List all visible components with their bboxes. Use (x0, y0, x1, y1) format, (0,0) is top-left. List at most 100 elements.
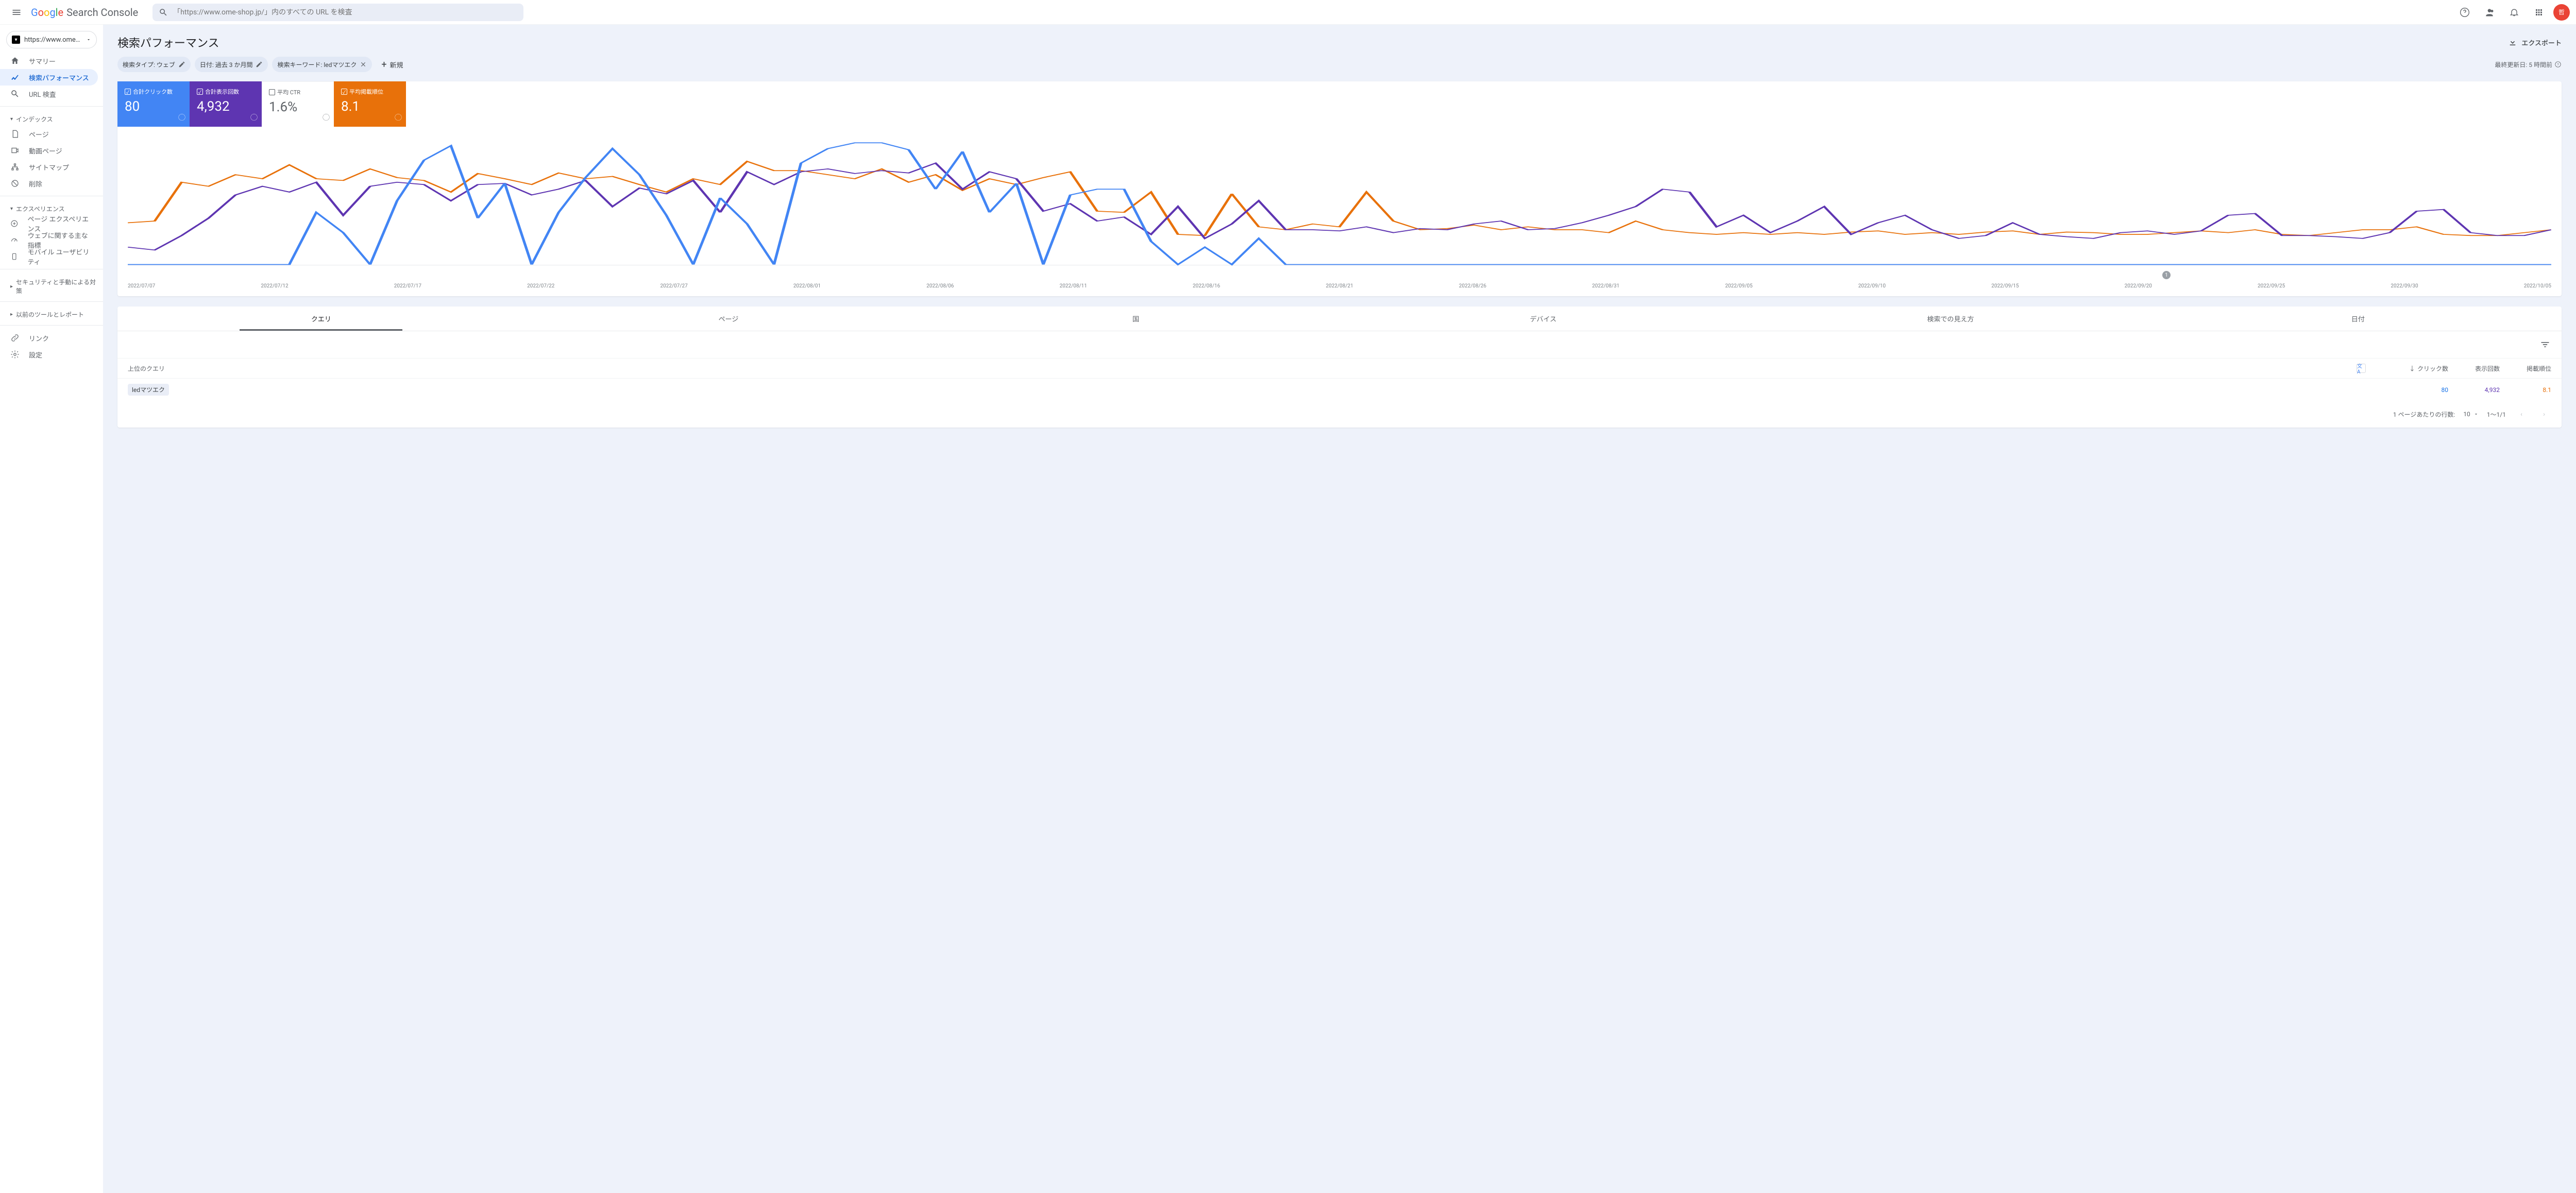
nav-links[interactable]: リンク (0, 330, 98, 346)
add-filter-button[interactable]: +新規 (376, 59, 408, 70)
svg-text:?: ? (2557, 62, 2558, 66)
menu-icon (11, 7, 22, 18)
section-experience[interactable]: ▾エクスペリエンス (0, 200, 103, 215)
col-header-query[interactable]: 上位のクエリ (128, 364, 2357, 373)
tab-date[interactable]: 日付 (2154, 306, 2562, 331)
nav-settings[interactable]: 設定 (0, 346, 98, 363)
tab-page[interactable]: ページ (525, 306, 933, 331)
help-small-icon[interactable]: ? (2554, 61, 2562, 68)
x-axis-label: 2022/09/05 (1725, 283, 1753, 289)
x-axis-label: 2022/09/10 (1858, 283, 1886, 289)
chevron-down-icon (2473, 412, 2479, 417)
chart-info-marker[interactable]: 1 (2162, 271, 2171, 280)
performance-chart: 1 (117, 127, 2562, 281)
url-inspect-search[interactable] (152, 4, 523, 21)
hamburger-menu-button[interactable] (6, 2, 27, 23)
checkbox-icon (341, 89, 347, 95)
logo-google-text: Google (31, 6, 63, 19)
metric-impressions[interactable]: 合計表示回数 4,932 ◯ (190, 81, 262, 127)
nav-pages[interactable]: ページ (0, 126, 98, 142)
nav-mobile-usability[interactable]: モバイル ユーザビリティ (0, 248, 98, 265)
notifications-button[interactable] (2504, 2, 2524, 23)
dimension-tabs: クエリページ国デバイス検索での見え方日付 (117, 306, 2562, 331)
rows-per-page-label: 1 ページあたりの行数: (2393, 410, 2455, 419)
pencil-icon (256, 61, 263, 68)
tab-query[interactable]: クエリ (117, 306, 525, 331)
nav-sitemap[interactable]: サイトマップ (0, 159, 98, 175)
section-legacy[interactable]: ▸以前のツールとレポート (0, 306, 103, 321)
metric-clicks-value: 80 (125, 99, 182, 114)
magnify-icon (10, 89, 20, 98)
metric-toggles: 合計クリック数 80 ◯ 合計表示回数 4,932 ◯ 平均 CTR 1.6% … (117, 81, 2562, 127)
help-button[interactable] (2454, 2, 2475, 23)
metric-ctr[interactable]: 平均 CTR 1.6% ◯ (262, 81, 334, 127)
x-axis-label: 2022/08/26 (1459, 283, 1486, 289)
x-axis-label: 2022/08/11 (1060, 283, 1087, 289)
help-icon[interactable]: ◯ (250, 112, 258, 123)
section-security[interactable]: ▸セキュリティと手動による対策 (0, 274, 103, 297)
dimension-table-card: クエリページ国デバイス検索での見え方日付 上位のクエリ 文A ↓クリック数 表示… (117, 306, 2562, 428)
users-button[interactable] (2479, 2, 2500, 23)
close-icon[interactable] (360, 61, 367, 68)
property-selector[interactable]: ▾ https://www.ome-s... (6, 31, 97, 48)
filter-chip-search-type[interactable]: 検索タイプ: ウェブ (117, 57, 191, 72)
link-icon (10, 333, 20, 343)
next-page-button[interactable]: › (2537, 407, 2551, 421)
plus-circle-icon (10, 219, 19, 228)
property-favicon: ▾ (12, 36, 20, 44)
x-axis-label: 2022/09/20 (2125, 283, 2152, 289)
chart-svg (128, 137, 2551, 276)
performance-chart-card: 合計クリック数 80 ◯ 合計表示回数 4,932 ◯ 平均 CTR 1.6% … (117, 81, 2562, 296)
bell-icon (2509, 7, 2519, 18)
rows-per-page-select[interactable]: 10 (2463, 411, 2479, 418)
filter-chip-query[interactable]: 検索キーワード: ledマツエク (272, 57, 372, 72)
table-row[interactable]: ledマツエク804,9328.1 (117, 378, 2562, 401)
nav-page-experience[interactable]: ページ エクスペリエンス (0, 215, 98, 232)
nav-summary[interactable]: サマリー (0, 53, 98, 69)
nav-remove[interactable]: 削除 (0, 175, 98, 192)
last-update-text: 最終更新日: 5 時間前? (2495, 60, 2562, 69)
metric-position[interactable]: 平均掲載順位 8.1 ◯ (334, 81, 406, 127)
checkbox-icon (269, 89, 275, 95)
pagination: 1 ページあたりの行数: 10 1～1/1 ‹ › (117, 401, 2562, 428)
table-filter-button[interactable] (2537, 336, 2553, 353)
url-inspect-input[interactable] (173, 8, 517, 16)
avatar-text: 哲 (2558, 8, 2565, 16)
x-axis-label: 2022/09/30 (2391, 283, 2418, 289)
apps-button[interactable] (2529, 2, 2549, 23)
account-avatar[interactable]: 哲 (2553, 4, 2570, 21)
nav-video[interactable]: 動画ページ (0, 142, 98, 159)
logo[interactable]: Google Search Console (31, 6, 138, 19)
nav-core-web-vitals[interactable]: ウェブに関する主な指標 (0, 232, 98, 248)
x-axis-label: 2022/08/06 (926, 283, 954, 289)
col-header-clicks[interactable]: ↓クリック数 (2397, 364, 2448, 373)
x-axis-label: 2022/09/25 (2258, 283, 2285, 289)
help-icon[interactable]: ◯ (395, 112, 402, 123)
translate-icon[interactable]: 文A (2357, 364, 2366, 373)
tab-device[interactable]: デバイス (1340, 306, 1747, 331)
help-icon[interactable]: ◯ (178, 112, 185, 123)
filter-list-icon (2540, 339, 2550, 350)
filter-chip-date[interactable]: 日付: 過去 3 か月間 (195, 57, 268, 72)
metric-clicks[interactable]: 合計クリック数 80 ◯ (117, 81, 190, 127)
help-icon[interactable]: ◯ (323, 112, 330, 123)
x-axis-label: 2022/07/22 (527, 283, 554, 289)
prev-page-button[interactable]: ‹ (2514, 407, 2529, 421)
sitemap-icon (10, 162, 20, 172)
main-content: 検索パフォーマンス エクスポート 検索タイプ: ウェブ 日付: 過去 3 か月間… (103, 25, 2576, 1193)
col-header-impressions[interactable]: 表示回数 (2448, 364, 2500, 373)
apps-grid-icon (2534, 8, 2544, 17)
col-header-position[interactable]: 掲載順位 (2500, 364, 2551, 373)
nav-performance[interactable]: 検索パフォーマンス (0, 69, 98, 86)
nav-url-inspect[interactable]: URL 検査 (0, 86, 98, 102)
tab-appearance[interactable]: 検索での見え方 (1747, 306, 2155, 331)
checkbox-icon (197, 89, 203, 95)
position-cell: 8.1 (2500, 386, 2551, 394)
page-title: 検索パフォーマンス (117, 34, 219, 50)
export-button[interactable]: エクスポート (2508, 38, 2562, 47)
chart-x-axis-labels: 2022/07/072022/07/122022/07/172022/07/22… (117, 281, 2562, 296)
tab-country[interactable]: 国 (932, 306, 1340, 331)
section-index[interactable]: ▾インデックス (0, 111, 103, 126)
video-icon (10, 146, 20, 155)
filter-bar: 検索タイプ: ウェブ 日付: 過去 3 か月間 検索キーワード: ledマツエク… (117, 57, 2562, 76)
